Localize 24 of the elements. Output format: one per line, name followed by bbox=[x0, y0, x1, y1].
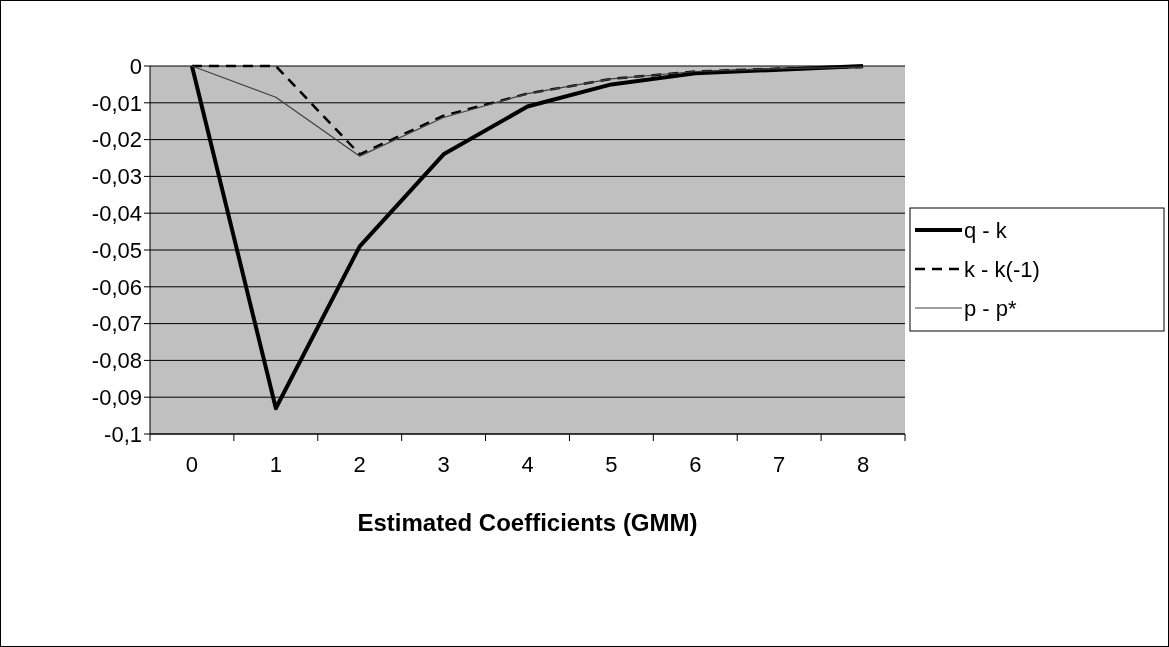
x-tick-label: 3 bbox=[437, 452, 450, 477]
legend-label: p - p* bbox=[964, 295, 1018, 321]
y-tick-label: -0,1 bbox=[104, 421, 142, 447]
y-tick-label: -0,03 bbox=[91, 164, 142, 190]
x-tick-label: 0 bbox=[185, 452, 199, 477]
y-tick-label: -0,08 bbox=[91, 348, 142, 374]
x-tick-label: 5 bbox=[605, 452, 618, 477]
y-tick-label: -0,01 bbox=[91, 90, 142, 116]
x-axis-title: Estimated Coefficients (GMM) bbox=[357, 509, 698, 536]
x-tick-label: 8 bbox=[856, 452, 870, 477]
x-tick-label: 1 bbox=[269, 452, 282, 477]
x-tick-label: 2 bbox=[353, 452, 366, 477]
x-tick-label: 4 bbox=[521, 452, 534, 477]
y-tick-label: -0,07 bbox=[91, 311, 142, 337]
legend-label: q - k bbox=[964, 217, 1008, 243]
y-tick-label: -0,04 bbox=[91, 200, 142, 226]
x-tick-label: 6 bbox=[689, 452, 702, 477]
y-tick-label: -0,09 bbox=[91, 384, 142, 410]
y-tick-label: -0,05 bbox=[91, 237, 142, 263]
legend-label: k - k(-1) bbox=[964, 256, 1040, 282]
y-tick-label: -0,02 bbox=[91, 127, 142, 153]
y-tick-label: 0 bbox=[129, 53, 142, 79]
x-tick-label: 7 bbox=[773, 452, 786, 477]
y-tick-label: -0,06 bbox=[91, 274, 142, 300]
